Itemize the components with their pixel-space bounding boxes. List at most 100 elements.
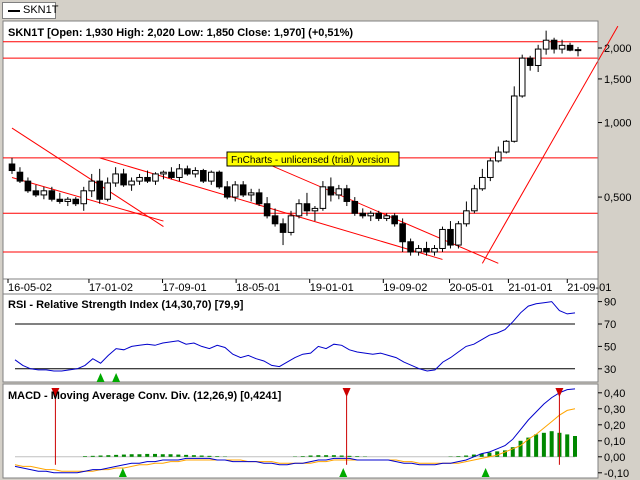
candle xyxy=(271,208,279,227)
candle xyxy=(534,44,542,72)
candle xyxy=(375,210,382,222)
candle xyxy=(431,245,438,256)
macd-buy-signal xyxy=(481,468,490,477)
rsi-y-axis: 90 70 50 30 xyxy=(597,294,616,382)
candle xyxy=(184,165,191,176)
macd-histogram-bar xyxy=(339,455,344,457)
candle-body xyxy=(550,39,558,50)
candle xyxy=(144,170,151,183)
price-title: SKN1T [Open: 1,930 High: 2,020 Low: 1,85… xyxy=(8,27,353,39)
candle-body xyxy=(136,176,143,182)
candle xyxy=(471,184,478,214)
macd-sell-signal xyxy=(555,388,564,397)
macd-histogram-bar xyxy=(106,455,111,457)
candle xyxy=(455,221,462,249)
macd-histogram-bar xyxy=(98,455,103,457)
macd-histogram-bar xyxy=(199,455,204,457)
candle xyxy=(303,192,311,216)
macd-histogram-bar xyxy=(487,452,492,457)
candle xyxy=(200,168,207,183)
macd-histogram-bar xyxy=(191,455,196,457)
candle-body xyxy=(518,57,526,97)
candle-body xyxy=(231,184,239,198)
candle xyxy=(439,226,446,253)
rsi-buy-signal xyxy=(96,373,105,382)
x-tick-label: 17-09-01 xyxy=(163,282,207,294)
candle-body xyxy=(72,198,80,205)
candle xyxy=(487,157,494,182)
candle-body xyxy=(359,212,367,217)
macd-histogram-bar xyxy=(215,456,220,457)
candle xyxy=(510,86,518,143)
macd-sell-signal xyxy=(342,388,351,397)
price-trendline xyxy=(11,127,164,228)
macd-histogram-bar xyxy=(526,437,531,457)
candle-body xyxy=(487,160,494,178)
macd-histogram-bar xyxy=(300,456,305,457)
candle-body xyxy=(80,190,88,205)
candle-body xyxy=(423,247,430,253)
candle-body xyxy=(391,215,398,225)
candle-body xyxy=(327,186,335,196)
candle-body xyxy=(335,188,343,196)
candle-body xyxy=(64,198,72,202)
candle xyxy=(447,221,454,249)
macd-y-axis: 0,40 0,30 0,20 0,10 0,00 -0,10 xyxy=(597,384,629,480)
macd-y-tick-label: 0,00 xyxy=(604,452,625,464)
candle xyxy=(327,177,335,202)
candle xyxy=(239,181,247,198)
candle xyxy=(152,172,159,185)
x-tick-label: 19-01-01 xyxy=(310,282,354,294)
candle-body xyxy=(215,171,223,188)
macd-main-line xyxy=(14,388,576,474)
candle xyxy=(319,181,327,211)
candle xyxy=(48,186,56,202)
candle xyxy=(463,201,470,227)
candle xyxy=(558,39,566,54)
macd-histogram-bar xyxy=(114,454,119,457)
rsi-y-tick-label: 70 xyxy=(604,319,616,331)
candle xyxy=(192,167,199,178)
candle-body xyxy=(319,186,327,209)
macd-buy-signal xyxy=(339,468,348,477)
candle xyxy=(24,177,32,193)
macd-histogram-bar xyxy=(549,431,554,457)
candle xyxy=(223,181,231,200)
price-trendline xyxy=(11,176,164,222)
macd-histogram-bar xyxy=(168,454,173,457)
candle-body xyxy=(48,190,56,200)
macd-histogram-bar xyxy=(207,455,212,457)
candle-body xyxy=(279,223,287,233)
candle xyxy=(40,186,48,200)
macd-y-tick-label: 0,40 xyxy=(604,388,625,400)
macd-histogram-bar xyxy=(518,440,523,457)
candle xyxy=(128,177,135,191)
candle xyxy=(72,197,80,207)
macd-histogram-bar xyxy=(308,455,313,457)
macd-histogram-bar xyxy=(347,455,352,457)
macd-histogram-bar xyxy=(176,454,181,457)
candle xyxy=(423,241,430,256)
candle xyxy=(8,157,16,174)
macd-histogram-bar xyxy=(137,454,142,457)
candle-body xyxy=(168,171,175,178)
x-axis-ticks: 16-05-02 17-01-02 17-09-01 18-05-01 19-01-01… xyxy=(7,279,611,294)
candle xyxy=(247,188,255,202)
symbol-tab[interactable]: SKN1T xyxy=(2,2,58,19)
price-trendline xyxy=(481,25,619,264)
candle-body xyxy=(152,173,159,182)
rsi-panel xyxy=(2,293,599,383)
macd-panel xyxy=(2,383,599,479)
candle-body xyxy=(40,190,48,196)
candle xyxy=(550,37,558,54)
candle xyxy=(136,173,143,185)
candle xyxy=(215,170,223,189)
candle xyxy=(64,197,72,207)
macd-histogram-bar xyxy=(495,451,500,457)
candle-body xyxy=(343,188,351,202)
candle-body xyxy=(200,170,207,182)
candle xyxy=(542,30,550,55)
candle-body xyxy=(534,48,542,66)
macd-histogram-bar xyxy=(331,455,336,457)
